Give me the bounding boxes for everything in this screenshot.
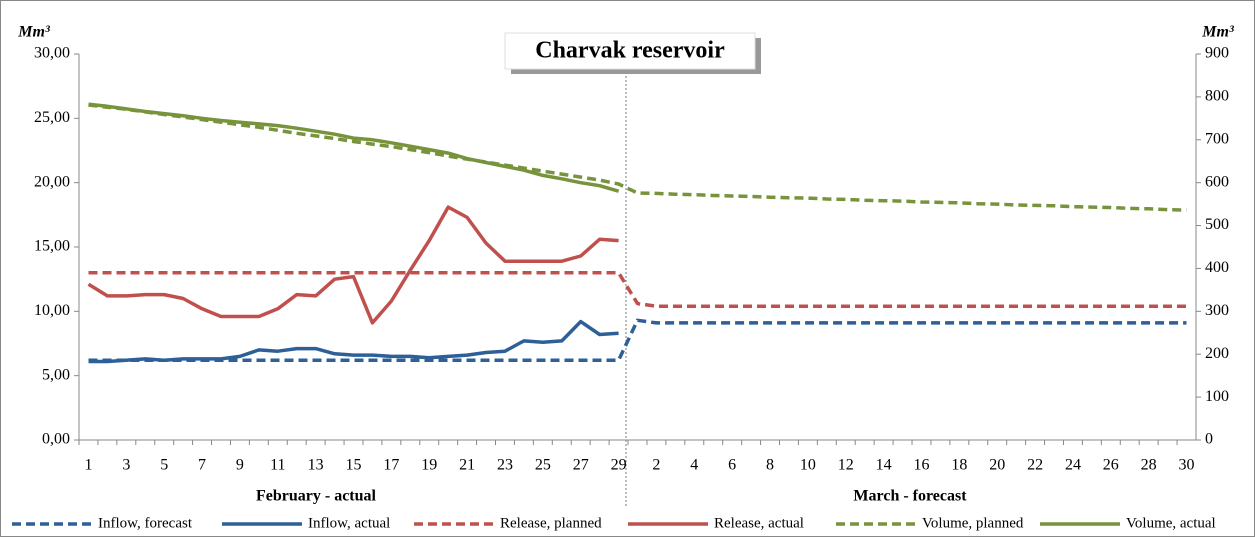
x-tick-label: 28 [1141, 457, 1157, 474]
series-line [88, 318, 1187, 362]
x-tick-label: 24 [1065, 457, 1081, 474]
x-tick-label: 26 [1103, 457, 1119, 474]
x-tick-label: 17 [383, 457, 399, 474]
x-tick-label: 1 [84, 457, 92, 474]
x-tick-label: 16 [913, 457, 929, 474]
x-tick-label: 9 [236, 457, 244, 474]
x-tick-label: 8 [766, 457, 774, 474]
series-line [88, 102, 620, 193]
y-tick-label: 20,00 [34, 173, 70, 190]
y2-tick-label: 0 [1205, 431, 1213, 448]
legend-label: Volume, planned [922, 515, 1024, 531]
y2-tick-label: 700 [1205, 130, 1229, 147]
y2-tick-label: 100 [1205, 388, 1229, 405]
legend-label: Release, actual [714, 515, 804, 531]
y-axis-unit: Mm³ [17, 24, 50, 41]
y2-tick-label: 900 [1205, 45, 1229, 62]
x-tick-label: 2 [652, 457, 660, 474]
y-tick-label: 25,00 [34, 109, 70, 126]
y2-tick-label: 400 [1205, 259, 1229, 276]
y2-tick-label: 800 [1205, 88, 1229, 105]
x-tick-label: 21 [459, 457, 475, 474]
x-tick-label: 11 [270, 457, 285, 474]
x-tick-label: 4 [690, 457, 698, 474]
x-tick-label: 25 [535, 457, 551, 474]
y2-tick-label: 600 [1205, 173, 1229, 190]
y-tick-label: 0,00 [42, 431, 70, 448]
x-tick-label: 29 [611, 457, 627, 474]
x-tick-label: 18 [951, 457, 967, 474]
series-line [88, 103, 1187, 212]
x-tick-label: 27 [573, 457, 589, 474]
x-tick-label: 30 [1179, 457, 1195, 474]
legend-label: Volume, actual [1126, 515, 1216, 531]
y-tick-label: 15,00 [34, 238, 70, 255]
y-tick-label: 30,00 [34, 45, 70, 62]
x-tick-label: 5 [160, 457, 168, 474]
x-tick-label: 7 [198, 457, 206, 474]
x-tick-label: 13 [308, 457, 324, 474]
x-tick-label: 22 [1027, 457, 1043, 474]
legend-label: Release, planned [500, 515, 602, 531]
y2-tick-label: 200 [1205, 345, 1229, 362]
title-box [504, 32, 756, 70]
y2-axis-unit: Mm³ [1201, 24, 1234, 41]
x-tick-label: 10 [800, 457, 816, 474]
series-line [88, 319, 619, 364]
y-tick-label: 10,00 [34, 302, 70, 319]
y-tick-label: 5,00 [42, 366, 70, 383]
x-group-label: February - actual [256, 488, 377, 505]
series-line [87, 205, 619, 325]
x-tick-label: 20 [989, 457, 1005, 474]
series-line [88, 270, 1187, 308]
x-tick-label: 19 [421, 457, 437, 474]
chart-title: Charvak reservoir [535, 38, 725, 64]
y2-tick-label: 500 [1205, 216, 1229, 233]
x-tick-label: 6 [728, 457, 736, 474]
x-tick-label: 15 [346, 457, 362, 474]
x-tick-label: 3 [122, 457, 130, 474]
legend-label: Inflow, forecast [98, 515, 193, 531]
x-group-label: March - forecast [853, 488, 967, 505]
x-tick-label: 14 [876, 457, 892, 474]
x-tick-label: 12 [838, 457, 854, 474]
x-tick-label: 23 [497, 457, 513, 474]
legend-label: Inflow, actual [308, 515, 390, 531]
y2-tick-label: 300 [1205, 302, 1229, 319]
